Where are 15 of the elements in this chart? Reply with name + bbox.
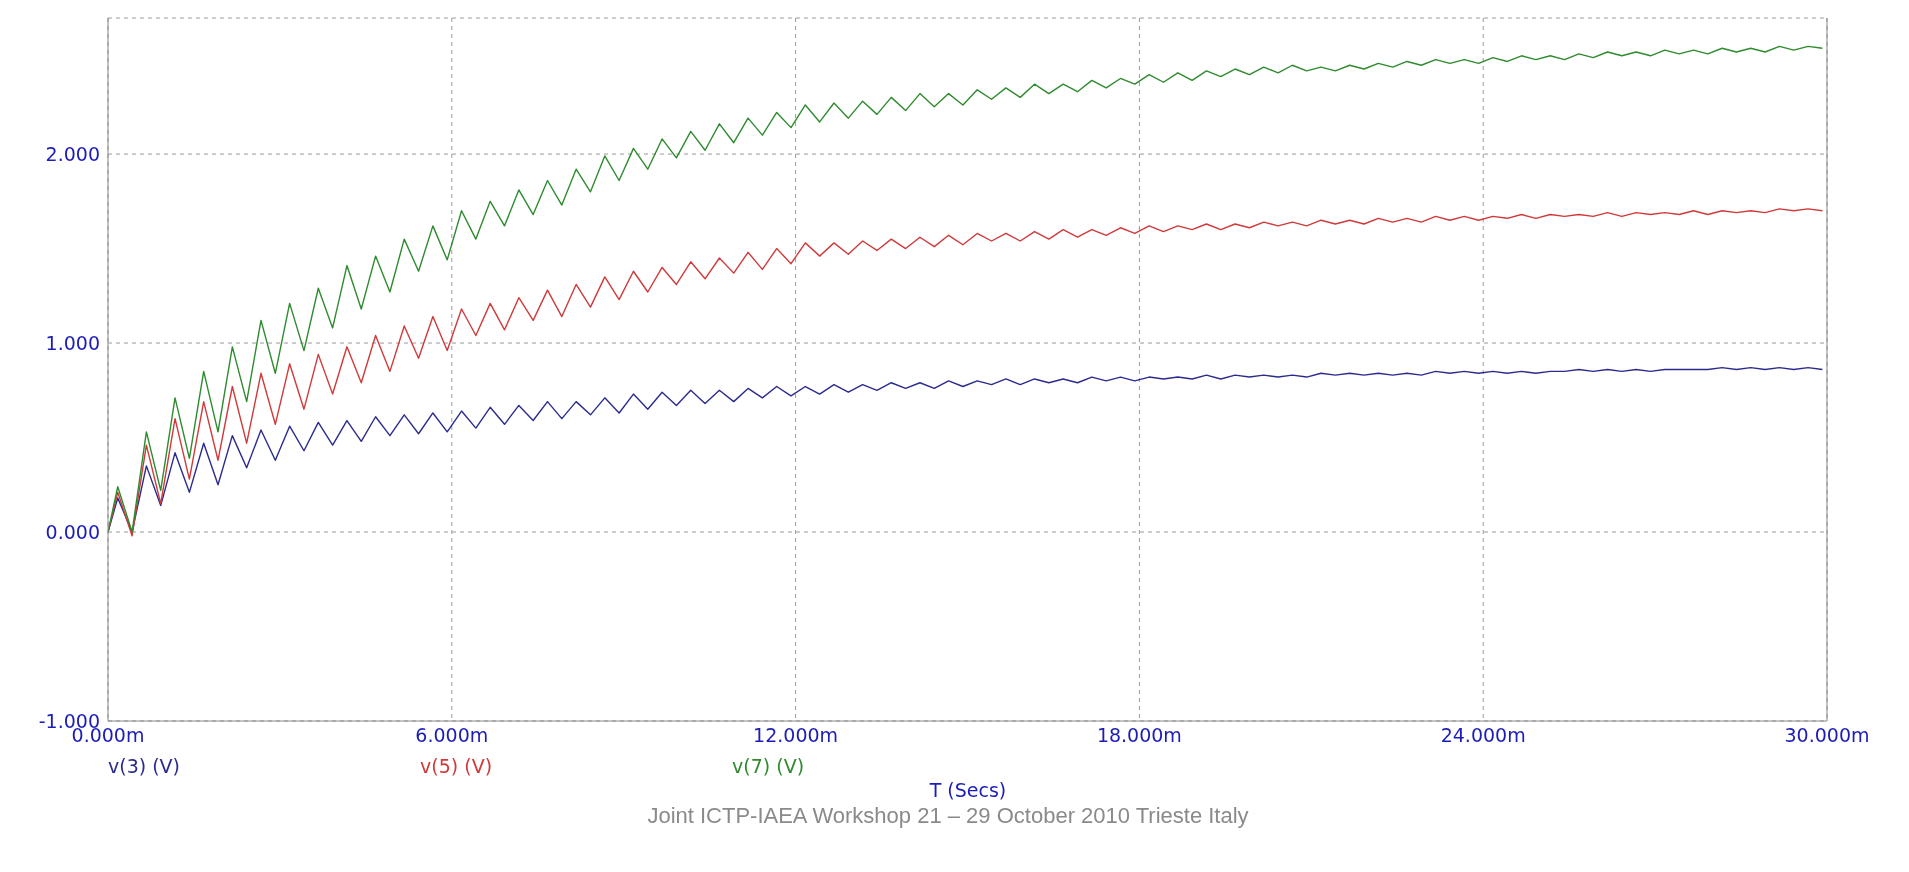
line-series: [108, 45, 1824, 533]
text: v(7) (V): [732, 755, 805, 777]
text: v(3) (V): [108, 755, 181, 777]
x-tick-label: 18.000m: [1096, 724, 1182, 747]
x-tick-label: 6.000m: [415, 724, 489, 747]
x-tick-label: 12.000m: [753, 724, 839, 747]
y-tick-label: 2.000: [45, 142, 100, 165]
y-tick-label: 0.000: [45, 520, 100, 543]
x-tick-label: 24.000m: [1440, 724, 1526, 747]
line-series: [108, 208, 1824, 537]
y-tick-label: 1.000: [45, 331, 100, 354]
x-axis-title: T (Secs): [928, 779, 1008, 801]
x-tick-label: 30.000m: [1784, 724, 1870, 747]
text: v(5) (V): [420, 755, 493, 777]
text: Joint ICTP-IAEA Workshop 21 – 29 October 2010 Trieste Italy: [646, 803, 1250, 829]
